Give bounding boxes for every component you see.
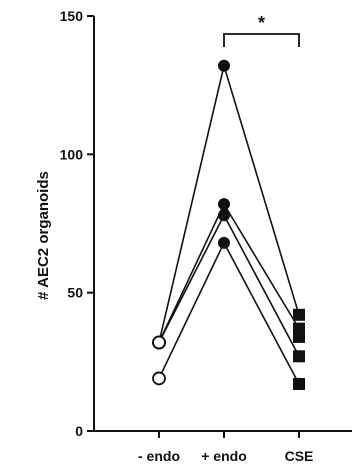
series-lines — [158, 62, 300, 385]
x-tick-label: CSE — [285, 448, 314, 464]
y-tick-label: 50 — [67, 285, 83, 301]
data-point — [218, 236, 230, 249]
significance-bracket — [223, 33, 300, 47]
series-line-4 — [158, 241, 300, 385]
y-tick-label: 0 — [75, 423, 83, 439]
labels: 0 50 100 150 - endo + endo CSE # AEC2 organoids… — [35, 8, 313, 464]
y-tick-label: 100 — [60, 146, 84, 162]
data-point — [293, 308, 305, 321]
y-axis-title: # AEC2 organoids — [35, 171, 52, 300]
data-point — [152, 335, 166, 350]
significance-label: * — [258, 13, 265, 33]
x-tick-label: + endo — [201, 448, 247, 464]
axes — [87, 15, 352, 438]
data-point — [218, 209, 230, 222]
data-point — [293, 350, 305, 363]
data-point — [152, 371, 166, 386]
x-tick-label: - endo — [138, 448, 180, 464]
data-point — [293, 377, 305, 390]
data-point — [293, 330, 305, 343]
data-points — [152, 59, 305, 390]
y-tick-label: 150 — [60, 8, 84, 24]
data-point — [218, 59, 230, 72]
data-point — [218, 198, 230, 211]
